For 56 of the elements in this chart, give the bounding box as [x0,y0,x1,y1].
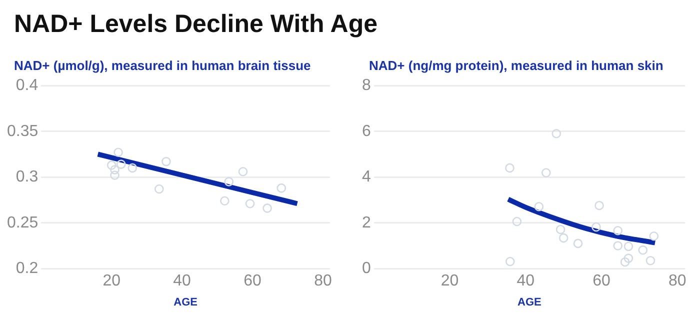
x-axis-title: AGE [174,296,198,308]
point [624,242,634,252]
point [505,163,514,173]
point [624,254,634,263]
point [245,198,255,208]
point [154,184,164,194]
point [638,245,648,255]
y-tick-label: 8 [362,77,371,94]
y-tick-label: 6 [362,122,371,140]
point [238,166,248,176]
point [106,160,116,170]
y-tick-label: 0.3 [16,168,38,186]
point [620,257,630,267]
point [162,156,171,166]
y-axis-title: NAD+ (µmol/g), measured in human brain tissue [14,58,312,73]
point [505,256,515,266]
y-tick-label: 0.25 [7,214,38,232]
point [276,183,286,193]
point [613,241,622,250]
y-tick-label: 0.2 [16,260,38,278]
point [556,224,566,234]
point [512,216,522,226]
x-axis-title: AGE [518,296,542,308]
point [649,231,659,241]
point [552,128,562,138]
point [220,196,230,206]
x-tick-label: 60 [592,272,611,290]
point [558,233,568,243]
y-tick-label: 0.35 [7,122,38,140]
x-tick-label: 20 [102,272,121,290]
point [224,177,234,186]
y-axis-title: NAD+ (ng/mg protein), measured in human skin [369,58,664,73]
point [646,256,656,266]
point [128,163,138,173]
y-tick-label: 4 [362,168,371,186]
x-tick-label: 60 [244,272,262,290]
point [114,148,123,158]
x-tick-label: 40 [173,272,192,290]
point [541,168,551,178]
x-tick-label: 40 [516,272,535,290]
point [262,204,272,213]
point [573,238,583,248]
x-tick-label: 20 [440,272,459,290]
point [592,222,601,232]
point [116,160,126,169]
x-tick-label: 80 [668,272,686,290]
y-tick-label: 0.4 [16,77,38,94]
chart-title: NAD+ Levels Decline With Age [14,10,378,39]
point [534,202,544,212]
point [594,200,604,210]
point [613,226,622,236]
x-tick-label: 80 [314,272,332,290]
point [110,170,120,180]
y-tick-label: 0 [362,260,371,278]
point [110,165,120,174]
y-tick-label: 2 [362,214,371,232]
